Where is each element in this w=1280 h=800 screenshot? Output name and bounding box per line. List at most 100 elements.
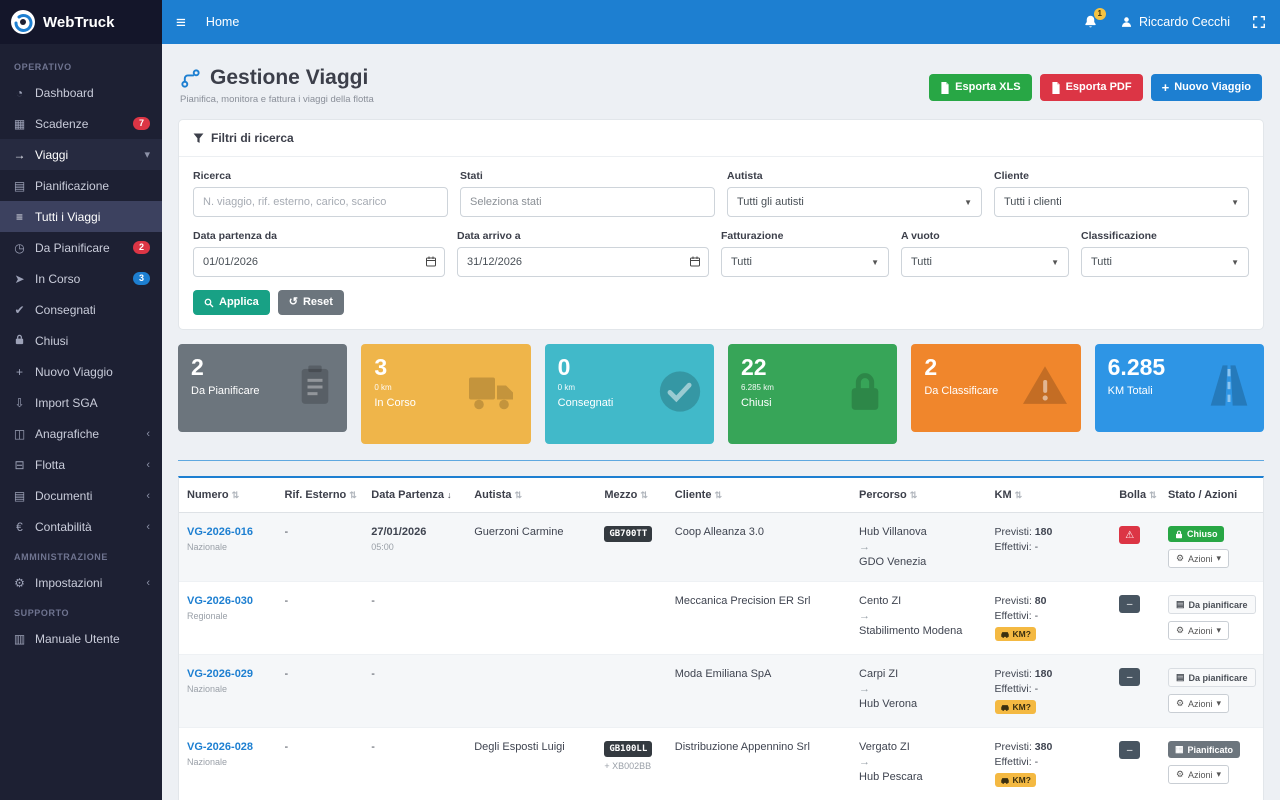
lock-icon (1175, 530, 1182, 538)
sidebar-item-flotta[interactable]: ⊟ Flotta ‹ (0, 449, 162, 480)
sidebar-item-manuale-utente[interactable]: ▥ Manuale Utente (0, 623, 162, 654)
sidebar-item-impostazioni[interactable]: ⚙ Impostazioni ‹ (0, 567, 162, 598)
a-vuoto-label: A vuoto (901, 230, 940, 242)
brand-header[interactable]: WebTruck (0, 0, 162, 44)
fullscreen-button[interactable] (1252, 15, 1266, 29)
da-pianificare-count-badge: 2 (132, 241, 150, 254)
sidebar-item-da-pianificare[interactable]: ◷ Da Pianificare 2 (0, 232, 162, 263)
stat-card-km-totali[interactable]: 6.285 KM Totali (1094, 344, 1264, 432)
sidebar: WebTruck OPERATIVO ◔ Dashboard ▦ Scadenz… (0, 0, 162, 800)
column-header-km[interactable]: KM ⇅ (986, 478, 1112, 513)
sidebar-item-dashboard[interactable]: ◔ Dashboard (0, 77, 162, 108)
scadenze-count-badge: 7 (132, 117, 150, 130)
sidebar-item-nuovo-viaggio[interactable]: + Nuovo Viaggio (0, 356, 162, 387)
apply-filters-button[interactable]: Applica (193, 290, 270, 315)
data-arrivo-input[interactable] (457, 247, 709, 277)
actions-dropdown-button[interactable]: ⚙ Azioni ▾ (1167, 765, 1230, 784)
column-header-mezzo[interactable]: Mezzo ⇅ (596, 478, 667, 513)
fatturazione-select[interactable]: Tutti ▼ (721, 247, 889, 277)
km-previsti-label: Previsti: (994, 741, 1032, 753)
search-input[interactable] (193, 187, 448, 217)
sidebar-item-scadenze[interactable]: ▦ Scadenze 7 (0, 108, 162, 139)
stat-card-in-corso[interactable]: 3 0 km In Corso (361, 344, 531, 444)
cliente-select[interactable]: Tutti i clienti ▼ (994, 187, 1249, 217)
data-partenza-input[interactable] (193, 247, 445, 277)
route-icon: → (13, 147, 26, 162)
stat-card-consegnati[interactable]: 0 0 km Consegnati (544, 344, 714, 444)
warning-icon: ⚠ (1125, 529, 1135, 541)
sidebar-item-contabilita[interactable]: € Contabilità ‹ (0, 511, 162, 542)
stats-row: 2 Da Pianificare 3 0 km In Corso 0 (178, 344, 1264, 444)
stat-card-chiusi[interactable]: 22 6.285 km Chiusi (727, 344, 898, 444)
sidebar-item-consegnati[interactable]: ✔ Consegnati (0, 294, 162, 325)
stati-select[interactable]: Seleziona stati (460, 187, 715, 217)
status-badge: Chiuso (1167, 526, 1225, 542)
sidebar-item-pianificazione[interactable]: ▤ Pianificazione (0, 170, 162, 201)
cliente-label: Cliente (994, 170, 1030, 182)
user-menu[interactable]: Riccardo Cecchi (1120, 15, 1230, 29)
table-row: VG-2026-030 Regionale - - Meccanica Preci… (179, 581, 1263, 655)
sidebar-item-label: Flotta (35, 457, 66, 472)
column-header-bolla[interactable]: Bolla ⇅ (1111, 478, 1160, 513)
filters-header[interactable]: Filtri di ricerca (179, 120, 1263, 157)
km-previsti-label: Previsti: (994, 526, 1032, 538)
status-badge: ▤ Da pianificare (1167, 668, 1256, 687)
bolla-alert-badge[interactable]: ⚠ (1119, 526, 1141, 544)
export-pdf-button[interactable]: Esporta PDF (1039, 74, 1143, 101)
km-effettivi-value: - (1034, 610, 1039, 622)
sidebar-menu: OPERATIVO ◔ Dashboard ▦ Scadenze 7 → Via… (0, 44, 162, 662)
vehicle-plate-badge: GB700TT (604, 526, 653, 542)
sidebar-item-viaggi[interactable]: → Viaggi ▾ (0, 139, 162, 170)
stat-card-da-classificare[interactable]: 2 Da Classificare (911, 344, 1081, 432)
km-missing-badge: KM? (994, 627, 1036, 641)
classificazione-select[interactable]: Tutti ▼ (1081, 247, 1249, 277)
column-header-numero[interactable]: Numero ⇅ (179, 478, 277, 513)
stat-value: 3 (374, 354, 388, 380)
calendar-icon: ▦ (1174, 744, 1184, 754)
stat-km: 6.285 km (740, 383, 774, 393)
actions-dropdown-button[interactable]: ⚙ Azioni ▾ (1167, 621, 1230, 640)
column-header-autista[interactable]: Autista ⇅ (466, 478, 597, 513)
trip-number-link[interactable]: VG-2026-030 (187, 595, 254, 607)
trip-number-link[interactable]: VG-2026-028 (187, 741, 254, 753)
bolla-empty-badge: – (1119, 595, 1141, 613)
export-xls-button[interactable]: Esporta XLS (929, 74, 1032, 101)
vehicle-trailer: + XB002BB (604, 761, 652, 771)
actions-dropdown-button[interactable]: ⚙ Azioni ▾ (1167, 549, 1230, 568)
trip-number-link[interactable]: VG-2026-029 (187, 668, 254, 680)
column-header-rif-esterno[interactable]: Rif. Esterno ⇅ (276, 478, 364, 513)
sidebar-item-chiusi[interactable]: Chiusi (0, 325, 162, 356)
bolla-empty-badge: – (1119, 741, 1141, 759)
search-icon (204, 298, 214, 308)
sort-icon: ⇅ (514, 490, 523, 500)
sidebar-item-tutti-i-viaggi[interactable]: ≡ Tutti i Viaggi (0, 201, 162, 232)
bell-icon (1083, 14, 1098, 30)
sidebar-item-documenti[interactable]: ▤ Documenti ‹ (0, 480, 162, 511)
hamburger-menu-icon[interactable]: ≡ (176, 12, 186, 32)
sidebar-item-in-corso[interactable]: ➤ In Corso 3 (0, 263, 162, 294)
in-corso-count-badge: 3 (132, 272, 150, 285)
table-header-row: Numero ⇅ Rif. Esterno ⇅ Data Partenza ↓ Aut… (179, 478, 1263, 513)
reset-filters-button[interactable]: ↺ Reset (277, 290, 344, 315)
actions-dropdown-button[interactable]: ⚙ Azioni ▾ (1167, 694, 1230, 713)
a-vuoto-select[interactable]: Tutti ▼ (901, 247, 1069, 277)
trips-table: Numero ⇅ Rif. Esterno ⇅ Data Partenza ↓ Aut… (179, 478, 1263, 800)
filter-field-data-partenza: Data partenza da (193, 230, 445, 277)
column-header-percorso[interactable]: Percorso ⇅ (851, 478, 987, 513)
trip-number-link[interactable]: VG-2026-016 (187, 526, 254, 538)
sidebar-item-label: Tutti i Viaggi (35, 209, 101, 224)
km-effettivi-label: Effettivi: (994, 610, 1032, 622)
notifications-button[interactable]: 1 (1083, 8, 1106, 30)
sort-icon: ⇅ (349, 490, 357, 500)
sidebar-item-anagrafiche[interactable]: ◫ Anagrafiche ‹ (0, 418, 162, 449)
gear-icon: ⚙ (1175, 769, 1185, 779)
sidebar-item-import-sga[interactable]: ⇩ Import SGA (0, 387, 162, 418)
km-previsti-label: Previsti: (994, 668, 1032, 680)
new-trip-button[interactable]: + Nuovo Viaggio (1150, 74, 1262, 101)
topbar-home-link[interactable]: Home (205, 15, 240, 29)
route-origin: Cento ZI (859, 595, 902, 607)
column-header-data-partenza[interactable]: Data Partenza ↓ (363, 478, 467, 513)
autista-select[interactable]: Tutti gli autisti ▼ (727, 187, 982, 217)
column-header-cliente[interactable]: Cliente ⇅ (666, 478, 852, 513)
stat-card-da-pianificare[interactable]: 2 Da Pianificare (178, 344, 348, 432)
